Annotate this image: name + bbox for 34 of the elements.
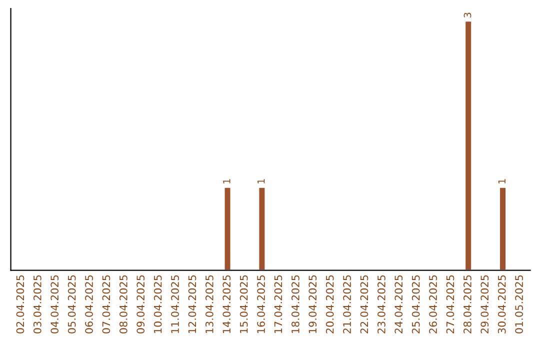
x-tick-label: 27.04.2025 [446, 275, 454, 334]
x-tick-label: 29.04.2025 [480, 275, 489, 334]
x-tick-label: 04.04.2025 [50, 275, 59, 334]
x-tick-label: 18.04.2025 [291, 275, 300, 333]
x-tick-label: 10.04.2025 [154, 275, 162, 333]
x-tick-label: 14.04.2025 [222, 275, 231, 333]
x-tick-label: 20.04.2025 [326, 275, 334, 334]
x-tick-label: 28.04.2025 [464, 275, 472, 334]
x-tick-label: 05.04.2025 [68, 275, 76, 334]
x-tick-label: 30.04.2025 [498, 275, 506, 334]
x-tick-label: 19.04.2025 [308, 275, 317, 333]
x-tick-label: 22.04.2025 [360, 275, 368, 334]
data-label: 1 [258, 179, 265, 184]
x-tick-label: 09.04.2025 [136, 275, 145, 334]
x-tick-label: 24.04.2025 [394, 275, 403, 334]
data-label: 3 [464, 12, 472, 18]
x-tick-label: 21.04.2025 [343, 275, 351, 334]
x-tick-label: 23.04.2025 [377, 275, 386, 334]
x-tick-label: 02.04.2025 [16, 275, 24, 334]
x-tick-label: 26.04.2025 [429, 275, 437, 334]
x-tick-label: 16.04.2025 [257, 275, 265, 333]
x-tick-label: 03.04.2025 [33, 275, 42, 334]
x-tick-label: 25.04.2025 [412, 275, 420, 334]
x-tick-label: 07.04.2025 [102, 275, 110, 334]
x-tick-label: 06.04.2025 [85, 275, 93, 334]
x-tick-label: 13.04.2025 [205, 275, 214, 333]
data-label: 1 [223, 179, 230, 184]
x-tick-label: 01.05.2025 [515, 275, 523, 334]
data-label: 1 [498, 179, 506, 184]
x-tick-label: 15.04.2025 [240, 275, 248, 333]
x-tick-label: 17.04.2025 [274, 275, 282, 333]
x-tick-label: 12.04.2025 [188, 275, 196, 333]
x-tick-label: 08.04.2025 [119, 275, 128, 334]
x-tick-label: 11.04.2025 [171, 275, 179, 333]
